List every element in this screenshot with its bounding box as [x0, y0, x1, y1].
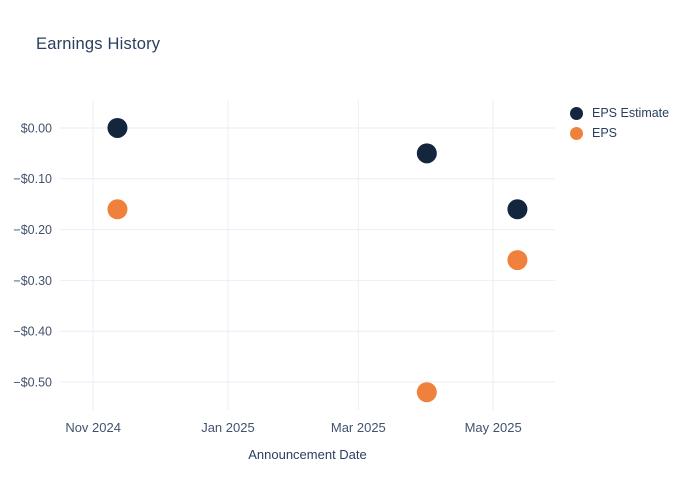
data-point-eps-estimate-1[interactable]: [416, 143, 437, 164]
y-tick-label: −$0.30: [13, 274, 52, 288]
data-point-eps-estimate-2[interactable]: [507, 199, 528, 220]
x-tick-label: Nov 2024: [65, 420, 121, 435]
y-tick-label: −$0.50: [13, 375, 52, 389]
legend: EPS Estimate EPS: [570, 103, 669, 143]
eps-estimate-marker-icon: [570, 106, 583, 120]
legend-label-eps-estimate: EPS Estimate: [592, 106, 670, 120]
legend-item-eps-estimate[interactable]: EPS Estimate: [570, 103, 669, 123]
legend-label-eps: EPS: [592, 126, 618, 140]
eps-marker-icon: [570, 126, 583, 140]
chart-title: Earnings History: [36, 35, 161, 53]
x-tick-label: May 2025: [465, 420, 522, 435]
y-tick-label: −$0.10: [13, 172, 52, 186]
data-point-eps-2[interactable]: [507, 250, 528, 271]
x-tick-label: Jan 2025: [201, 420, 255, 435]
data-point-eps-estimate-0[interactable]: [107, 117, 128, 138]
legend-item-eps[interactable]: EPS: [570, 123, 669, 143]
data-point-eps-0[interactable]: [107, 199, 128, 220]
y-tick-label: $0.00: [21, 121, 52, 135]
x-tick-label: Mar 2025: [331, 420, 386, 435]
data-point-eps-1[interactable]: [416, 382, 437, 403]
y-tick-label: −$0.40: [13, 325, 52, 339]
x-axis-title: Announcement Date: [248, 447, 367, 462]
y-tick-label: −$0.20: [13, 223, 52, 237]
